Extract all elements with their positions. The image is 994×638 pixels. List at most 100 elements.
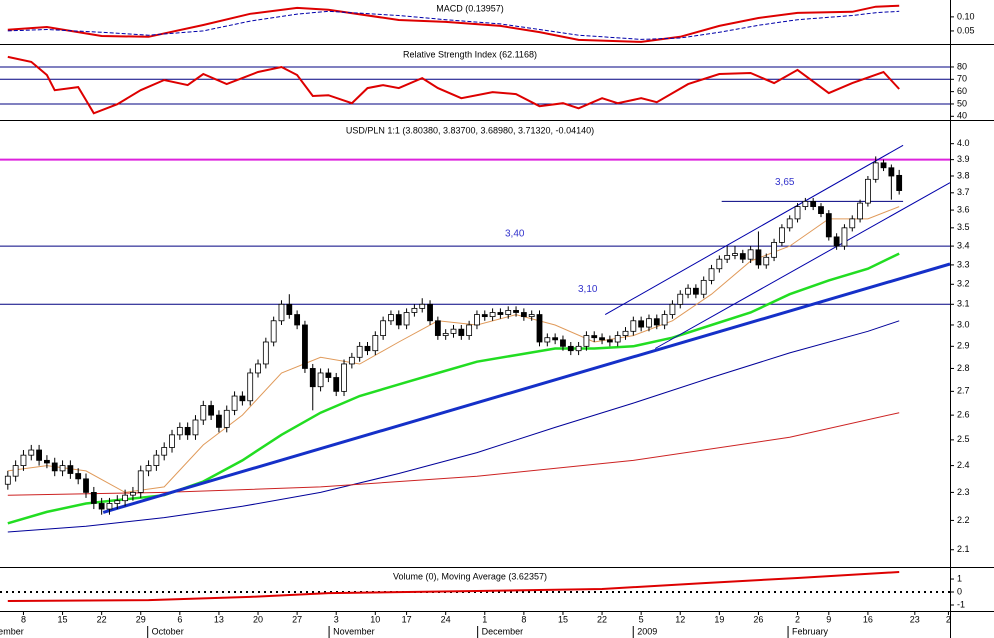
candle-body [865,178,871,204]
level-label: 3,65 [775,177,795,188]
y-tick-label: 1 [957,573,962,583]
candle-body [395,314,402,326]
candle-body [208,405,215,416]
candle-body [130,492,136,496]
candle-body [497,312,504,315]
candle-body [434,320,441,336]
candle-body [771,241,777,258]
plot-area: MACD (0.13957) Relative Strength Index (6… [0,3,950,638]
candle-body [309,368,316,388]
x-tick-label: 1 [482,614,487,624]
candle-body [83,478,89,493]
candle-body [489,312,496,318]
candle-body [348,356,355,365]
candle-body [262,341,269,365]
series-line [7,320,900,533]
candle-body [677,293,684,305]
y-tick-label: 2.3 [957,487,970,497]
candle-body [716,258,723,270]
series-line [654,182,950,349]
candle-body [388,314,394,322]
x-tick-label: 8 [21,614,26,624]
candle-body [442,333,449,336]
candle-body [44,459,50,464]
candle-body [880,162,887,169]
series-line [7,10,900,40]
candle-body [567,345,574,352]
candle-body [700,279,707,295]
x-tick-label: 23 [910,614,920,624]
series-line [7,55,900,115]
y-tick-label: 2.4 [957,460,970,470]
candle-body [364,345,371,352]
x-tick-label: 10 [370,614,380,624]
candle-body [278,303,285,322]
x-tick-label: 2 [795,614,800,624]
candle-body [458,328,465,336]
candle-body [661,314,668,326]
candle-body [137,470,144,493]
y-tick-label: 2.7 [957,386,970,396]
level-label: 3,40 [505,229,525,240]
series-line [7,412,900,496]
x-tick-label: 15 [58,614,68,624]
candle-body [169,434,175,448]
candle-body [646,318,652,328]
candle-body [810,200,817,207]
y-tick-label: 3.1 [957,299,970,309]
x-tick-label: 19 [714,614,724,624]
x-tick-label: 6 [177,614,182,624]
candle-body [122,494,129,502]
y-tick-label: 0.10 [957,11,975,21]
candle-body [450,328,457,334]
x-tick-label: 27 [292,614,302,624]
y-tick-label: -1 [957,599,965,609]
candle-body [825,213,832,238]
candle-body [36,449,42,461]
y-tick-label: 3.3 [957,259,970,269]
month-label: November [333,626,375,636]
candle-body [857,202,863,220]
candle-body [302,324,308,369]
candle-body [372,335,379,352]
candle-body [833,236,840,247]
x-tick-label: 8 [521,614,526,624]
candle-body [200,405,207,421]
candle-body [513,310,519,313]
axis-area: 0.10 0.05 80 70 60 50 40 4.0 3.9 3.8 3.7 3.6 3.5 3.4 3… [950,11,975,609]
candle-body [622,330,629,336]
y-tick-label: 70 [957,74,967,84]
month-label: February [792,626,829,636]
candle-body [75,473,82,480]
series-line [102,262,950,514]
candle-body [560,339,566,347]
candle-body [849,218,856,229]
candle-body [114,500,121,504]
x-tick-label: 13 [214,614,224,624]
y-tick-label: 2.2 [957,515,970,525]
candle-body [583,335,590,347]
candle-body [653,318,660,326]
candle-body [747,249,754,260]
candle-body [12,465,19,477]
y-tick-label: 3.9 [957,154,970,164]
candle-body [474,314,480,326]
panel-title: Relative Strength Index (62.1168) [403,49,537,59]
x-tick-label: 16 [863,614,873,624]
candle-body [380,320,387,336]
candle-body [536,314,543,343]
candle-body [685,287,691,295]
y-tick-label: 3.5 [957,222,970,232]
y-tick-label: 3.2 [957,279,970,289]
candle-body [161,447,168,456]
candle-body [317,372,324,388]
candle-body [739,253,746,260]
candle-body [614,335,621,343]
candle-body [630,320,637,332]
panel-title: MACD (0.13957) [436,3,504,13]
y-tick-label: 3.6 [957,204,970,214]
candle-body [528,314,535,318]
